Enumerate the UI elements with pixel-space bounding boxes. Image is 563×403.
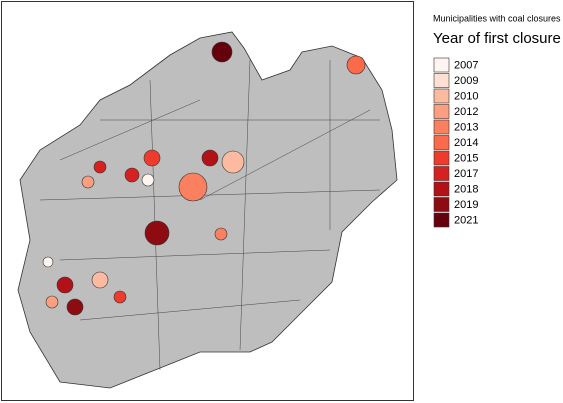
closure-municipality xyxy=(214,227,228,241)
legend-swatch xyxy=(433,166,450,181)
legend-label: 2010 xyxy=(454,90,478,102)
closure-municipality xyxy=(144,220,170,246)
closure-municipality xyxy=(211,41,233,63)
closure-municipality xyxy=(178,172,208,202)
legend-label: 2013 xyxy=(454,121,478,133)
map xyxy=(17,31,398,389)
closure-municipality xyxy=(143,149,161,167)
closure-municipality xyxy=(201,149,219,167)
legend-swatch xyxy=(433,88,450,104)
legend-swatch xyxy=(433,57,450,73)
closure-municipality xyxy=(221,150,245,174)
legend-label: 2012 xyxy=(454,106,478,118)
legend-swatch xyxy=(433,73,450,88)
legend-label: 2017 xyxy=(454,168,478,180)
legend-swatch xyxy=(433,104,450,119)
closure-municipality xyxy=(45,295,59,309)
legend-title: Year of first closure xyxy=(433,30,561,47)
closure-municipality xyxy=(42,256,54,268)
closure-municipality xyxy=(124,167,140,183)
legend-swatch xyxy=(433,119,450,135)
legend: 2007 2009 2010 2012 2013 2014 2015 2017 2018 2019… xyxy=(433,57,478,228)
legend-swatch xyxy=(433,197,450,212)
closure-municipality xyxy=(141,173,155,187)
closure-municipality xyxy=(346,55,366,75)
legend-swatch xyxy=(433,181,450,197)
state-outline xyxy=(17,31,398,389)
closure-municipality xyxy=(81,175,95,189)
closure-municipality xyxy=(66,298,84,316)
legend-label: 2019 xyxy=(454,199,478,211)
legend-label: 2021 xyxy=(454,214,478,226)
legend-swatch xyxy=(433,135,450,150)
legend-label: 2015 xyxy=(454,152,478,164)
closure-municipality xyxy=(93,160,107,174)
legend-label: 2009 xyxy=(454,75,478,87)
closure-municipality xyxy=(56,276,74,294)
closure-municipality xyxy=(113,290,127,304)
legend-label: 2014 xyxy=(454,137,478,149)
legend-swatch xyxy=(433,212,450,228)
legend-label: 2018 xyxy=(454,183,478,195)
closure-municipality xyxy=(91,271,109,289)
legend-label: 2007 xyxy=(454,59,478,71)
legend-swatch xyxy=(433,150,450,166)
legend-subtitle: Municipalities with coal closures xyxy=(433,13,561,23)
